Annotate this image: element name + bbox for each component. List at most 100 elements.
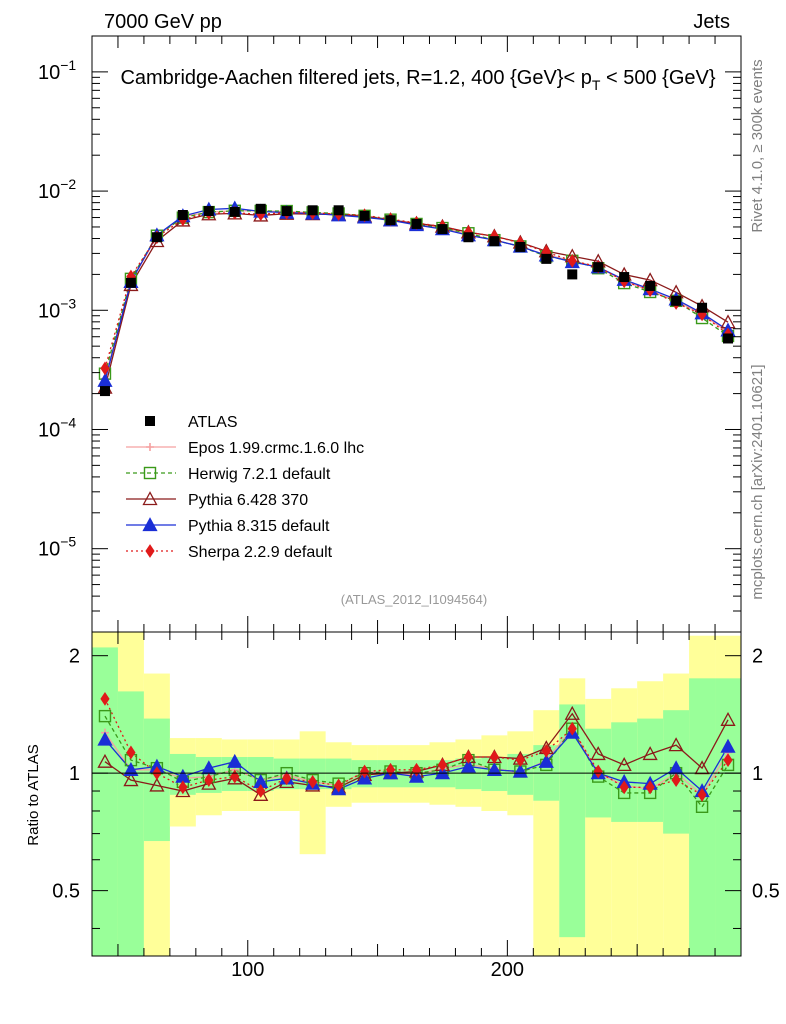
marker-atlas: [333, 205, 344, 216]
tick-exponent: −4: [60, 414, 76, 430]
plot-frames: [91, 35, 742, 957]
band-yellow-bin: [299, 731, 326, 855]
marker-triangle: [142, 517, 158, 532]
legend-label: Pythia 6.428 370: [188, 492, 308, 509]
tick-exponent: −5: [60, 534, 76, 550]
marker-diamond: [145, 544, 155, 558]
marker-diamond: [178, 780, 188, 795]
title-tail: < 500 {GeV}: [600, 67, 715, 89]
tick-exponent: −1: [60, 57, 76, 73]
marker-atlas: [567, 269, 578, 280]
ratio-y-tick-label-right: 2: [752, 646, 763, 668]
marker-triangle: [227, 753, 243, 768]
tick-base: 10: [38, 181, 60, 203]
marker-diamond: [723, 753, 733, 768]
marker-triangle-open: [123, 772, 139, 787]
marker-triangle: [512, 763, 528, 778]
header-left: 7000 GeV pp: [104, 11, 222, 33]
marker-atlas: [593, 262, 604, 273]
marker-diamond: [671, 773, 681, 787]
tick-base: 10: [38, 300, 60, 322]
marker-atlas: [307, 205, 318, 216]
marker-triangle-open: [253, 786, 269, 801]
plot-title: Cambridge-Aachen filtered jets, R=1.2, 4…: [120, 67, 715, 93]
marker-diamond: [619, 780, 629, 795]
marker-triangle-open: [149, 777, 165, 792]
legend-label-atlas: ATLAS: [188, 414, 238, 431]
marker-triangle: [460, 758, 477, 773]
marker-diamond: [359, 764, 370, 779]
marker-diamond: [100, 361, 110, 376]
marker-diamond: [567, 253, 577, 268]
marker-triangle-open: [616, 757, 632, 772]
marker-atlas: [125, 277, 136, 288]
ratio-frame: [91, 631, 742, 957]
marker-atlas: [255, 203, 266, 214]
marker-square: [143, 466, 157, 480]
tick-base: 10: [38, 419, 60, 441]
marker-atlas: [437, 224, 448, 235]
marker-triangle: [720, 738, 736, 753]
marker-atlas: [203, 206, 214, 217]
marker-atlas: [619, 272, 630, 283]
marker-atlas: [671, 295, 682, 306]
legend: ATLAS Epos 1.99.crmc.1.6.0 lhc Herwig 7.2.…: [126, 414, 364, 561]
band-green-bin: [689, 678, 716, 956]
header-right: Jets: [693, 11, 730, 33]
marker-triangle-open: [590, 746, 606, 761]
marker-triangle-open: [201, 775, 217, 790]
marker-triangle-open: [175, 783, 191, 798]
ratio-y-axis-label: Ratio to ATLAS: [25, 744, 42, 845]
marker-triangle-open: [97, 753, 113, 768]
rivet-version-label: Rivet 4.1.0, ≥ 300k events: [749, 59, 766, 232]
marker-atlas: [99, 386, 110, 397]
marker-triangle-open: [668, 737, 684, 752]
marker-atlas: [385, 215, 396, 226]
marker-cross: [146, 443, 154, 451]
marker-diamond: [541, 744, 551, 758]
band-green-bin: [715, 678, 741, 956]
main-frame: [91, 35, 742, 633]
marker-atlas: [645, 280, 656, 291]
band-green-bin: [117, 691, 144, 956]
title-subscript: T: [592, 77, 601, 93]
marker-triangle: [97, 731, 113, 746]
marker-diamond: [515, 753, 525, 768]
marker-diamond: [437, 757, 448, 772]
marker-diamond: [204, 773, 214, 787]
marker-diamond: [593, 764, 603, 779]
marker-diamond: [256, 784, 266, 798]
marker-atlas: [515, 241, 526, 252]
marker-atlas: [359, 210, 370, 221]
legend-label: Pythia 8.315 default: [188, 518, 330, 535]
uncertainty-bands: [92, 632, 741, 956]
marker-atlas: [541, 253, 552, 264]
legend-label: Sherpa 2.2.9 default: [188, 544, 333, 561]
series-line-main: [104, 210, 729, 379]
marker-diamond: [463, 750, 474, 764]
series-line-main: [104, 210, 729, 374]
marker-atlas: [281, 206, 292, 217]
marker-atlas: [145, 416, 155, 426]
tick-exponent: −2: [60, 176, 76, 192]
mcplots-source-label: mcplots.cern.ch [arXiv:2401.10621]: [749, 364, 766, 599]
band-green-bin: [637, 718, 664, 822]
legend-label: Epos 1.99.crmc.1.6.0 lhc: [188, 440, 364, 457]
marker-diamond: [334, 778, 344, 793]
marker-atlas: [177, 210, 188, 221]
marker-atlas: [411, 218, 422, 229]
marker-triangle: [538, 753, 554, 768]
marker-triangle: [123, 761, 139, 776]
marker-triangle: [486, 761, 502, 776]
marker-triangle-open: [720, 711, 736, 726]
marker-triangle-open: [564, 705, 580, 720]
marker-diamond: [645, 780, 655, 795]
ratio-y-tick-label-right: 0.5: [752, 881, 780, 903]
marker-diamond: [282, 771, 292, 786]
series-line-main: [104, 212, 729, 388]
series-line-main: [104, 211, 729, 369]
marker-triangle-open: [642, 746, 658, 761]
main-y-tick-label: 10−3: [38, 295, 76, 322]
main-y-tick-label: 10−2: [38, 176, 76, 203]
